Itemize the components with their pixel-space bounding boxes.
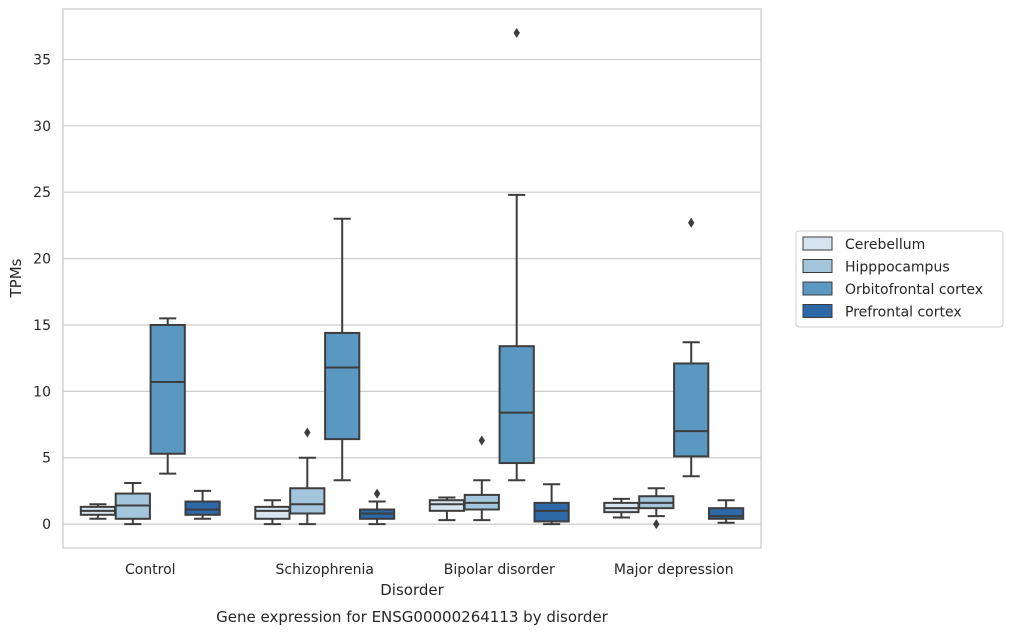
y-tick-label: 5: [42, 451, 51, 467]
legend-swatch: [802, 236, 833, 251]
legend-frame: [795, 230, 1004, 328]
legend-label: Cerebellum: [845, 237, 925, 253]
y-tick-label: 15: [33, 318, 51, 334]
boxes: [79, 27, 745, 530]
box-group: [114, 481, 151, 526]
box-group: [673, 217, 710, 478]
y-tick-label: 35: [33, 52, 51, 68]
legend: Cerebellum Hipppocampus Orbitofrontal cort…: [795, 230, 1004, 328]
box-iqr: [498, 345, 535, 465]
box-iqr: [707, 507, 745, 520]
box-group: [533, 483, 570, 526]
y-tick-label: 10: [33, 384, 51, 400]
box-iqr: [673, 362, 710, 458]
box-group: [184, 489, 221, 520]
outlier-point: [653, 519, 660, 530]
legend-label: Orbitofrontal cortex: [845, 282, 983, 298]
box-group: [79, 503, 117, 520]
box-group: [324, 217, 361, 482]
x-axis-label: Disorder: [380, 581, 444, 599]
box-iqr: [254, 505, 291, 520]
legend-swatch: [802, 259, 833, 273]
box-group: [149, 317, 186, 475]
outlier-point: [478, 435, 485, 446]
y-tick-label: 20: [33, 252, 51, 268]
box-iqr: [428, 499, 466, 512]
box-group: [603, 497, 640, 519]
x-tick-label: Bipolar disorder: [444, 562, 555, 578]
box-iqr: [149, 323, 186, 455]
box-group: [254, 499, 291, 526]
legend-label: Hipppocampus: [845, 260, 950, 276]
box-group: [428, 496, 466, 522]
x-tick-label: Schizophrenia: [276, 562, 374, 578]
box-group: [638, 487, 675, 530]
box-iqr: [289, 487, 326, 515]
chart-caption: Gene expression for ENSG00000264113 by d…: [216, 608, 609, 626]
y-tick-label: 25: [33, 185, 51, 201]
y-tick-label: 30: [33, 119, 51, 135]
box-group: [707, 499, 745, 524]
x-axis-ticks: Control Schizophrenia Bipolar disorder Majo…: [125, 562, 734, 578]
box-group: [289, 427, 326, 526]
box-iqr: [184, 500, 221, 516]
box-group: [463, 435, 500, 522]
box-iqr: [533, 501, 570, 523]
box-group: [498, 27, 535, 482]
box-group: [358, 488, 396, 526]
y-axis-label: TPMs: [7, 258, 25, 298]
outlier-point: [304, 427, 311, 438]
legend-swatch: [802, 304, 833, 318]
outlier-point: [513, 27, 520, 38]
x-tick-label: Control: [125, 562, 176, 578]
box-iqr: [324, 331, 361, 441]
outlier-point: [373, 488, 381, 499]
outlier-point: [688, 217, 695, 228]
legend-swatch: [802, 281, 833, 296]
y-axis-ticks: 0 5 10 15 20 25 30 35: [33, 52, 51, 533]
y-tick-label: 0: [42, 517, 51, 533]
plot-area: [62, 8, 762, 549]
x-tick-label: Major depression: [614, 562, 734, 578]
legend-label: Prefrontal cortex: [845, 305, 962, 321]
